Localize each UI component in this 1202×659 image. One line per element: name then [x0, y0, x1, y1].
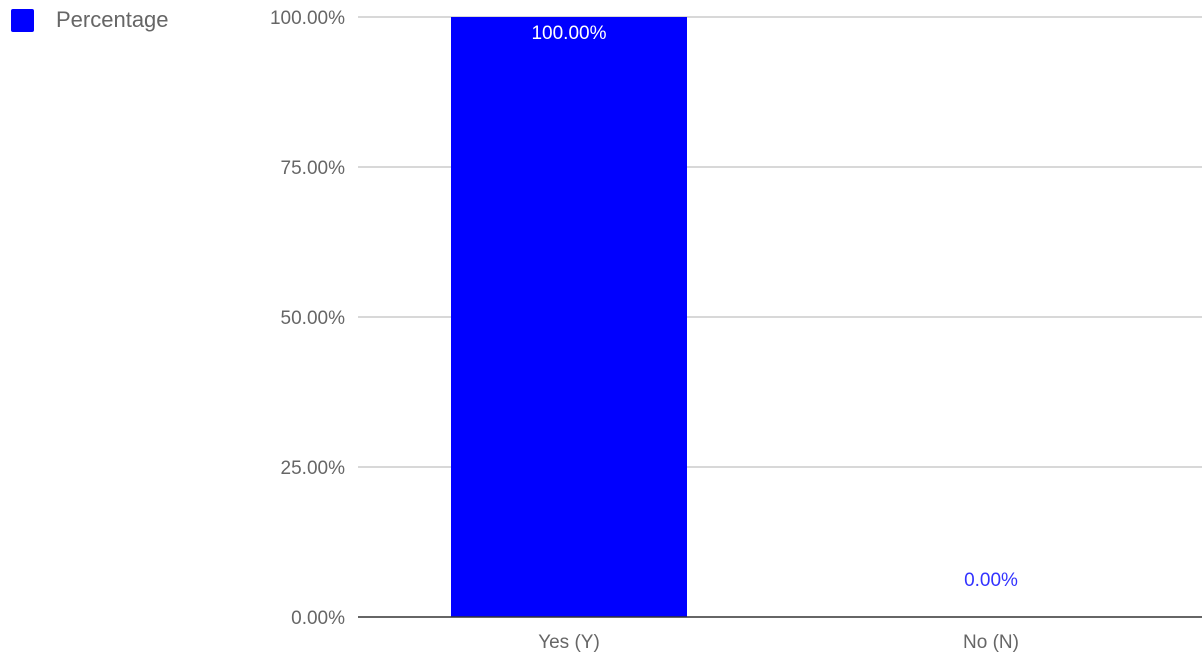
x-tick-label: Yes (Y)	[538, 632, 600, 653]
legend-label: Percentage	[56, 7, 169, 32]
data-labels: 100.00% 0.00%	[531, 23, 1018, 591]
y-tick-label: 50.00%	[281, 308, 346, 329]
data-label: 0.00%	[964, 570, 1018, 591]
legend-swatch	[11, 9, 34, 32]
y-tick-label: 0.00%	[291, 608, 345, 629]
y-tick-label: 100.00%	[270, 8, 345, 29]
x-axis-tick-labels: Yes (Y) No (N)	[538, 632, 1019, 653]
x-tick-label: No (N)	[963, 632, 1019, 653]
bars	[451, 17, 687, 617]
legend: Percentage	[11, 7, 169, 32]
y-tick-label: 25.00%	[281, 458, 346, 479]
y-tick-label: 75.00%	[281, 158, 346, 179]
bar	[451, 17, 687, 617]
y-axis-tick-labels: 0.00% 25.00% 50.00% 75.00% 100.00%	[270, 8, 345, 629]
data-label: 100.00%	[531, 23, 606, 44]
